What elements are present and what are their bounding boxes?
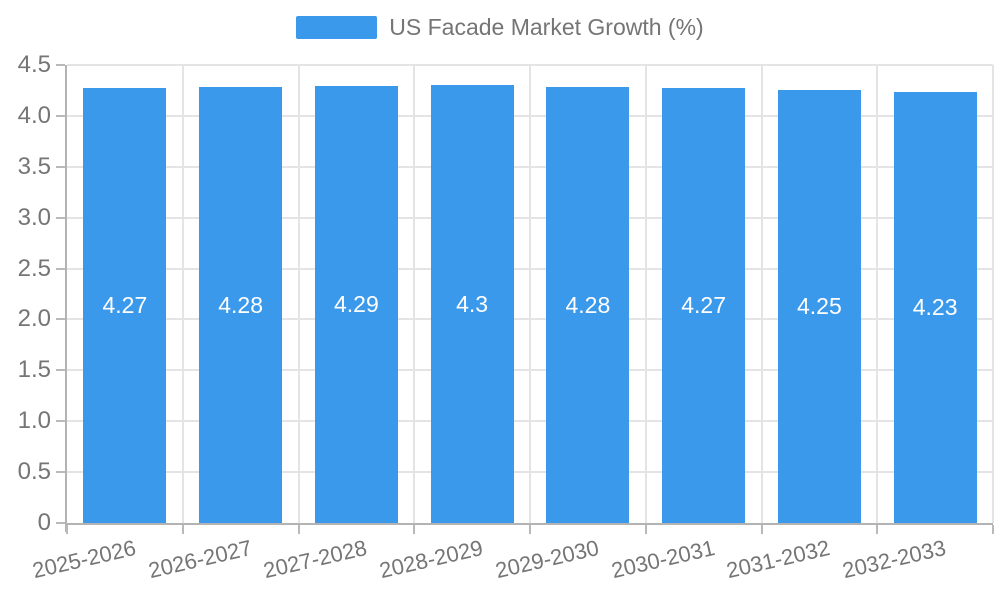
x-axis-tick (297, 525, 300, 534)
x-axis-tick (413, 525, 416, 534)
bar-value-label: 4.27 (681, 292, 726, 319)
y-axis-tick-label: 1.0 (17, 407, 51, 435)
legend[interactable]: US Facade Market Growth (%) (0, 16, 1000, 39)
x-axis-tick-label: 2029-2030 (492, 535, 602, 584)
x-axis-tick-label: 2032-2033 (840, 535, 949, 584)
x-axis-line (67, 523, 993, 525)
y-axis-tick (56, 522, 65, 524)
y-axis-tick (56, 420, 65, 423)
bar: 4.27 (83, 88, 167, 523)
y-axis-tick (56, 165, 65, 168)
bar: 4.25 (777, 90, 861, 523)
x-axis-tick-label: 2030-2031 (608, 535, 717, 584)
y-axis-tick-label: 1.5 (17, 356, 51, 384)
y-axis-tick-label: 0.5 (17, 458, 51, 486)
y-axis-tick-label: 4.5 (17, 51, 51, 78)
x-axis-tick-label: 2026-2027 (145, 535, 254, 584)
bar: 4.28 (546, 87, 630, 523)
y-axis-tick (56, 114, 65, 117)
y-axis-tick-label: 0 (37, 509, 51, 536)
bar-value-label: 4.27 (102, 292, 148, 319)
y-axis-tick (56, 64, 65, 66)
bar-value-label: 4.29 (333, 291, 379, 318)
x-axis-tick-label: 2025-2026 (29, 535, 139, 584)
bar: 4.28 (199, 87, 283, 523)
y-axis-tick (56, 471, 65, 474)
y-axis-tick-label: 3.5 (17, 152, 51, 180)
gridline-vertical (760, 65, 763, 523)
y-axis-tick (56, 318, 65, 321)
x-axis-tick (181, 525, 184, 534)
x-axis-tick (992, 525, 994, 534)
bar-value-label: 4.3 (456, 290, 489, 317)
gridline-vertical (297, 65, 300, 523)
x-axis-tick (876, 525, 879, 534)
x-axis-tick-label: 2031-2032 (724, 535, 833, 584)
x-axis-tick (760, 525, 763, 534)
y-axis-tick-label: 2.0 (17, 305, 51, 333)
gridline-vertical (181, 65, 184, 523)
x-axis-tick-label: 2028-2029 (377, 535, 486, 584)
y-axis-line (65, 65, 67, 532)
bar-value-label: 4.28 (565, 291, 611, 318)
gridline-vertical (529, 65, 531, 523)
x-axis-tick-label: 2027-2028 (261, 535, 370, 584)
plot-area: 0 0.5 1.0 1.5 2.0 2.5 3.0 3.5 4.0 4.5 4.27 2025-202… (18, 53, 994, 583)
bar-value-label: 4.25 (796, 293, 842, 320)
legend-swatch (296, 16, 378, 39)
legend-label: US Facade Market Growth (%) (389, 14, 704, 40)
bar: 4.29 (314, 86, 398, 523)
bar-value-label: 4.28 (218, 291, 263, 318)
y-axis-tick-label: 2.5 (17, 254, 51, 282)
x-axis-tick (529, 525, 531, 534)
bar-value-label: 4.23 (912, 294, 958, 321)
y-axis-tick-label: 3.0 (17, 203, 51, 231)
bar: 4.3 (430, 85, 514, 523)
gridline-vertical (876, 65, 879, 523)
x-axis-tick (66, 525, 68, 534)
x-axis-tick (644, 525, 647, 534)
y-axis-tick-label: 4.0 (17, 101, 51, 129)
y-axis-tick (56, 216, 65, 219)
gridline-vertical (992, 65, 994, 523)
y-axis-tick (56, 267, 65, 270)
bar: 4.27 (662, 88, 746, 523)
gridline-vertical (413, 65, 416, 523)
gridline-vertical (644, 65, 647, 523)
y-axis-tick (56, 369, 65, 372)
bar: 4.23 (893, 92, 977, 523)
